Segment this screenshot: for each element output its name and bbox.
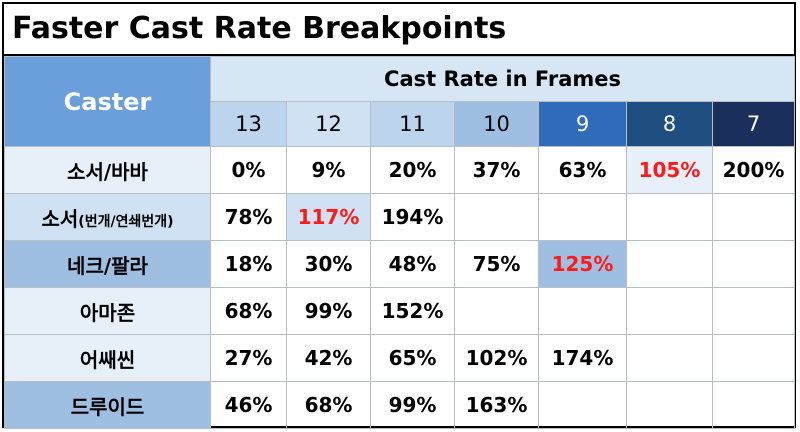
- table-cell: 78%: [210, 193, 287, 241]
- table-cell: [711, 240, 796, 288]
- table-cell: [538, 381, 627, 429]
- table-cell: 9%: [286, 146, 371, 194]
- table-cell: 68%: [286, 381, 371, 429]
- table-cell: [626, 381, 713, 429]
- caster-label: 소서(번개/연쇄번개): [4, 193, 211, 241]
- table-cell: [626, 334, 713, 382]
- breakpoints-table: Caster Cast Rate in Frames 13 12 11 10 9…: [4, 56, 796, 429]
- table-cell: [538, 287, 627, 335]
- frame-header-12: 12: [286, 101, 371, 147]
- caster-label: 아마존: [4, 287, 211, 335]
- table-cell: 46%: [210, 381, 287, 429]
- frame-header-13: 13: [210, 101, 287, 147]
- table-row: 드루이드 46% 68% 99% 163%: [4, 381, 796, 429]
- table-cell: 42%: [286, 334, 371, 382]
- table-cell: [454, 193, 539, 241]
- frame-header-11: 11: [370, 101, 455, 147]
- table-cell: 99%: [286, 287, 371, 335]
- table-cell: [626, 240, 713, 288]
- table-cell: 65%: [370, 334, 455, 382]
- frame-header-10: 10: [454, 101, 539, 147]
- caster-label-main: 소서: [41, 206, 79, 231]
- table-cell: 99%: [370, 381, 455, 429]
- table-cell: 63%: [538, 146, 627, 194]
- table-cell: 102%: [454, 334, 539, 382]
- table-cell: [538, 193, 627, 241]
- table-row: 어쌔씬 27% 42% 65% 102% 174%: [4, 334, 796, 382]
- caster-header: Caster: [4, 56, 211, 147]
- table-cell: 48%: [370, 240, 455, 288]
- table-cell-highlight: 117%: [286, 193, 371, 241]
- table-cell: 30%: [286, 240, 371, 288]
- caster-label: 어쌔씬: [4, 334, 211, 382]
- table-cell: 75%: [454, 240, 539, 288]
- table-cell: 20%: [370, 146, 455, 194]
- table-cell: [711, 381, 796, 429]
- table-cell: [711, 287, 796, 335]
- table-cell: [711, 193, 796, 241]
- table-row: 소서/바바 0% 9% 20% 37% 63% 105% 200%: [4, 146, 796, 194]
- page-title: Faster Cast Rate Breakpoints: [4, 4, 794, 56]
- frame-header-7: 7: [711, 101, 796, 147]
- table-cell: 18%: [210, 240, 287, 288]
- table-cell: 163%: [454, 381, 539, 429]
- table-cell: 152%: [370, 287, 455, 335]
- table-row: 네크/팔라 18% 30% 48% 75% 125%: [4, 240, 796, 288]
- table-cell: 174%: [538, 334, 627, 382]
- caster-label-note: (번개/연쇄번개): [78, 213, 174, 230]
- cast-rate-header: Cast Rate in Frames: [209, 56, 796, 102]
- table-cell-highlight: 125%: [538, 240, 627, 288]
- table-cell: 37%: [454, 146, 539, 194]
- table-cell: 68%: [210, 287, 287, 335]
- frame-header-9: 9: [538, 101, 627, 147]
- table-cell: [626, 287, 713, 335]
- table-cell: [454, 287, 539, 335]
- frame-header-8: 8: [626, 101, 713, 147]
- table-cell: 200%: [711, 146, 796, 194]
- table-cell-highlight: 105%: [626, 146, 713, 194]
- caster-label: 네크/팔라: [4, 240, 211, 288]
- table-row: 소서(번개/연쇄번개) 78% 117% 194%: [4, 193, 796, 241]
- table-cell: [626, 193, 713, 241]
- table-row: 아마존 68% 99% 152%: [4, 287, 796, 335]
- table-cell: 194%: [370, 193, 455, 241]
- table-cell: 0%: [210, 146, 287, 194]
- caster-label: 드루이드: [4, 381, 211, 429]
- caster-label: 소서/바바: [4, 146, 211, 194]
- table-cell: [711, 334, 796, 382]
- table-cell: 27%: [210, 334, 287, 382]
